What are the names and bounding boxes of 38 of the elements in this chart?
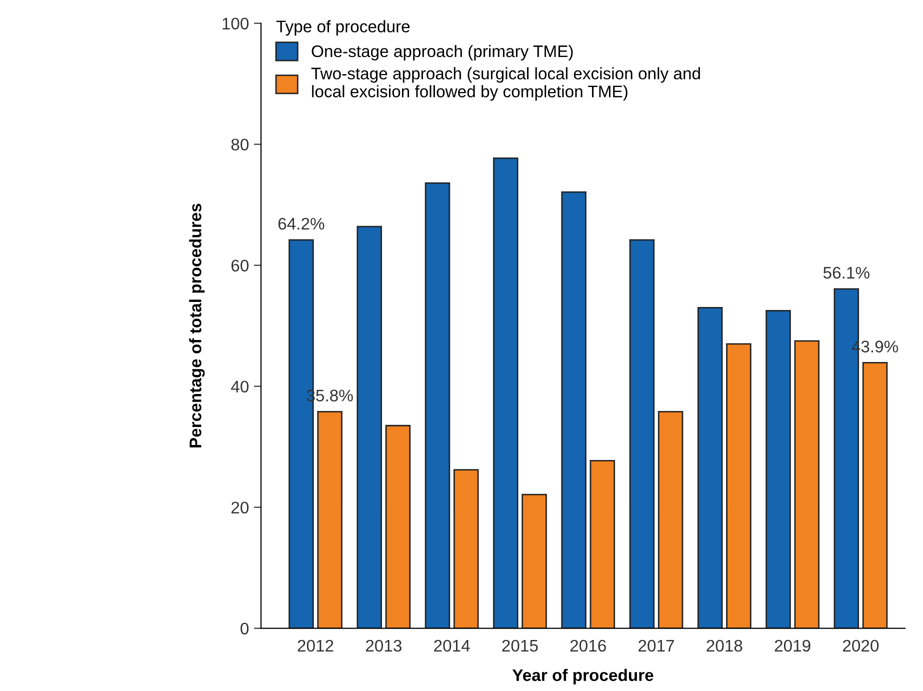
y-tick-label: 0 — [240, 622, 249, 635]
y-tick-label: 100 — [222, 18, 249, 30]
bar — [522, 494, 547, 628]
data-label: 56.1% — [823, 266, 870, 279]
bar — [794, 340, 820, 628]
x-axis-title: Year of procedure — [512, 668, 654, 684]
y-tick-label: 20 — [231, 502, 249, 514]
y-tick-label: 40 — [231, 380, 249, 393]
bar — [493, 158, 518, 628]
bar — [424, 182, 450, 628]
x-tick-label: 2014 — [434, 640, 470, 652]
y-tick-label: 80 — [231, 138, 249, 151]
y-tick-label: 60 — [232, 260, 249, 272]
bar — [317, 411, 342, 628]
legend-label: One-stage approach (primary TME) — [312, 44, 573, 60]
bar — [726, 343, 752, 628]
x-tick-label: 2013 — [366, 640, 402, 652]
x-tick-label: 2017 — [638, 640, 674, 652]
bar — [658, 411, 684, 628]
bar — [385, 424, 411, 628]
bar — [629, 239, 655, 628]
x-tick-label: 2016 — [570, 640, 606, 652]
bar — [590, 460, 616, 628]
bar — [356, 226, 382, 628]
bar — [561, 191, 586, 628]
x-tick-label: 2020 — [843, 640, 879, 652]
bar — [766, 310, 791, 628]
bar — [862, 362, 888, 628]
x-tick-label: 2018 — [706, 640, 742, 652]
data-label: 64.2% — [278, 218, 324, 230]
legend-label: Two-stage approach (surgical local excision only and local excision followed by completion TME) — [311, 67, 700, 101]
legend-title: Type of procedure — [276, 20, 410, 36]
bar — [454, 469, 479, 628]
x-tick-label: 2015 — [502, 640, 538, 652]
bar — [697, 306, 723, 628]
x-tick-label: 2019 — [774, 640, 810, 652]
x-tick-label: 2012 — [298, 640, 334, 652]
y-axis-title: Percentage of total procedures — [189, 204, 205, 448]
